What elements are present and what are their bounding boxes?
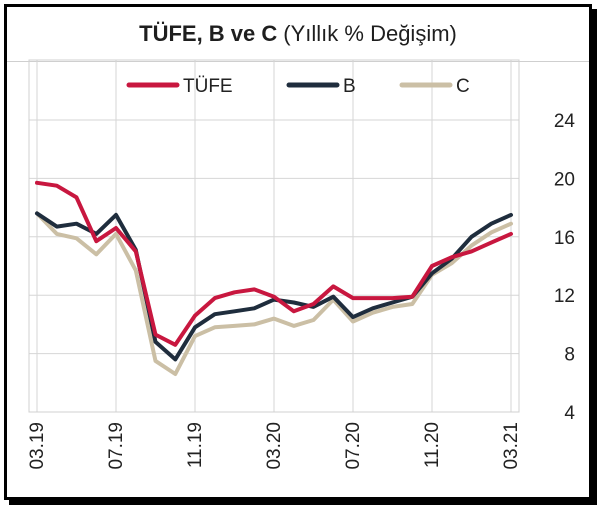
series-lines bbox=[35, 180, 513, 376]
y-tick-label-12: 12 bbox=[554, 286, 575, 307]
legend-label-b: B bbox=[343, 76, 356, 97]
x-tick-label-07.19: 07.19 bbox=[106, 422, 127, 470]
series-line-b bbox=[35, 211, 513, 362]
chart-frame: TÜFE, B ve C (Yıllık % Değişim) 4 8 12 16 20… bbox=[4, 4, 592, 500]
chart-title-main: TÜFE, B ve C bbox=[139, 21, 278, 46]
line-chart: 4 8 12 16 20 24 03.19 07.19 11.19 03.20 07.20 11.2… bbox=[27, 59, 576, 470]
chart-title: TÜFE, B ve C (Yıllık % Değişim) bbox=[7, 7, 589, 62]
y-tick-label-4: 4 bbox=[564, 403, 575, 424]
series-line-tufe bbox=[35, 180, 513, 347]
chart-title-sub: (Yıllık % Değişim) bbox=[283, 21, 457, 46]
y-axis-ticks: 4 8 12 16 20 24 bbox=[554, 111, 576, 424]
legend: TÜFE B C bbox=[126, 76, 470, 97]
x-tick-label-03.20: 03.20 bbox=[264, 422, 285, 470]
y-tick-label-24: 24 bbox=[554, 111, 576, 132]
x-tick-label-11.20: 11.20 bbox=[422, 422, 443, 468]
y-tick-label-16: 16 bbox=[554, 228, 575, 249]
legend-label-c: C bbox=[456, 76, 470, 97]
y-tick-label-8: 8 bbox=[564, 345, 575, 366]
x-axis-ticks: 03.19 07.19 11.19 03.20 07.20 11.20 03.21 bbox=[27, 422, 522, 470]
x-tick-label-11.19: 11.19 bbox=[185, 422, 206, 468]
x-tick-label-03.19: 03.19 bbox=[27, 422, 48, 470]
x-tick-label-07.20: 07.20 bbox=[343, 422, 364, 470]
legend-label-tufe: TÜFE bbox=[183, 76, 233, 97]
y-tick-label-20: 20 bbox=[554, 169, 575, 190]
x-tick-label-03.21: 03.21 bbox=[501, 422, 522, 470]
plot-border bbox=[28, 59, 520, 413]
